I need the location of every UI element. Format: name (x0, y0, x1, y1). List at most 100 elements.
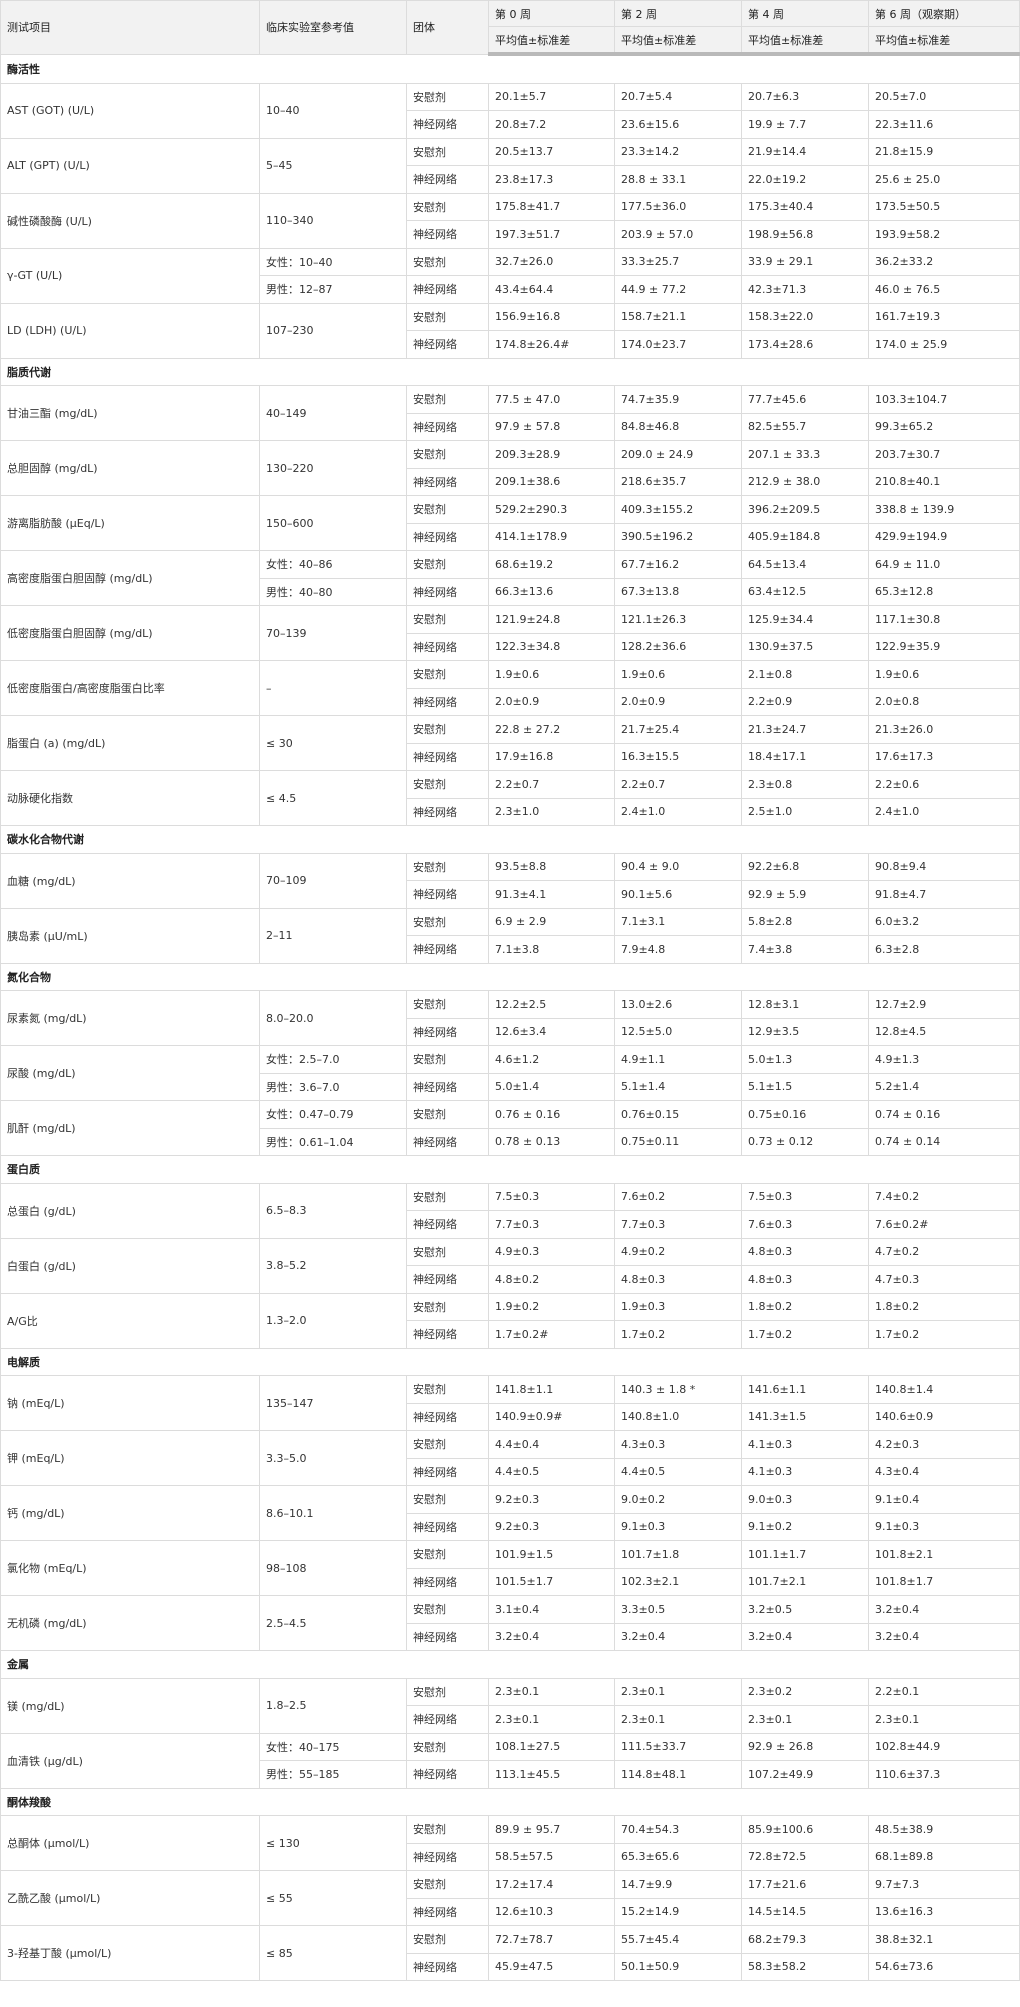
value-cell: 99.3±65.2 (868, 412, 1020, 441)
group-label: 神经网络 (406, 742, 489, 771)
value-cell: 42.3±71.3 (741, 275, 869, 304)
value-cell: 2.3±0.1 (488, 1705, 615, 1734)
reference-range: 107–230 (259, 302, 407, 359)
value-cell: 2.0±0.9 (614, 687, 742, 716)
table-row: 神经网络 23.8±17.3 28.8 ± 33.1 22.0±19.2 25.6 ± … (1, 165, 1020, 194)
section-row: 酮体羧酸 (0, 1787, 1020, 1816)
value-cell: 9.1±0.3 (614, 1512, 742, 1541)
value-cell: 175.8±41.7 (488, 192, 615, 221)
value-cell: 54.6±73.6 (868, 1952, 1020, 1981)
table-row: LD (LDH) (U/L) 107–230 安慰剂 156.9±16.8 158.7±… (0, 302, 1020, 359)
value-cell: 1.9±0.6 (868, 660, 1020, 689)
group-label: 安慰剂 (406, 990, 489, 1019)
table-row: 钾 (mEq/L) 3.3–5.0 安慰剂 4.4±0.4 4.3±0.3 4.1±0.3… (0, 1430, 1020, 1486)
value-cell: 1.7±0.2 (741, 1320, 869, 1349)
table-row: 低密度脂蛋白胆固醇 (mg/dL) 70–139 安慰剂 121.9±24.8 121.… (0, 605, 1020, 661)
table-row: 神经网络 58.5±57.5 65.3±65.6 72.8±72.5 68.1±89.8 (1, 1842, 1020, 1871)
value-cell: 17.9±16.8 (488, 742, 615, 771)
test-item-name: 氯化物 (mEq/L) (0, 1540, 260, 1596)
table-row: 神经网络 3.2±0.4 3.2±0.4 3.2±0.4 3.2±0.4 (1, 1622, 1020, 1651)
table-row: 神经网络 20.8±7.2 23.6±15.6 19.9 ± 7.7 22.3±11.6 (1, 110, 1020, 139)
value-cell: 17.7±21.6 (741, 1870, 869, 1899)
value-cell: 2.3±0.1 (868, 1705, 1020, 1734)
table-row: 碱性磷酸酶 (U/L) 110–340 安慰剂 175.8±41.7 177.5±36.… (0, 192, 1020, 249)
table-row: A/G比 1.3–2.0 安慰剂 1.9±0.2 1.9±0.3 1.8±0.2 1.8±0… (0, 1292, 1020, 1349)
reference-range: 150–600 (259, 495, 407, 551)
value-cell: 207.1 ± 33.3 (741, 440, 869, 469)
group-label: 神经网络 (406, 522, 489, 551)
reference-male: 男性：55–185 (259, 1760, 407, 1789)
value-cell: 7.1±3.8 (488, 935, 615, 964)
value-cell: 2.5±1.0 (741, 797, 869, 826)
value-cell: 22.8 ± 27.2 (488, 715, 615, 744)
value-cell: 9.1±0.4 (868, 1485, 1020, 1514)
value-cell: 18.4±17.1 (741, 742, 869, 771)
value-cell: 20.5±7.0 (868, 82, 1020, 111)
test-item-name: 总蛋白 (g/dL) (0, 1182, 260, 1239)
group-label: 安慰剂 (406, 247, 489, 276)
test-item-name: 3-羟基丁酸 (µmol/L) (0, 1925, 260, 1981)
table-row: 神经网络 45.9±47.5 50.1±50.9 58.3±58.2 54.6±73.6 (1, 1952, 1020, 1981)
value-cell: 0.73 ± 0.12 (741, 1127, 869, 1156)
group-label: 神经网络 (406, 577, 489, 606)
value-cell: 1.8±0.2 (741, 1292, 869, 1321)
value-cell: 6.9 ± 2.9 (488, 907, 615, 936)
value-cell: 4.2±0.3 (868, 1430, 1020, 1459)
test-item-name: 钙 (mg/dL) (0, 1485, 260, 1541)
value-cell: 2.0±0.9 (488, 687, 615, 716)
value-cell: 43.4±64.4 (488, 275, 615, 304)
value-cell: 4.3±0.4 (868, 1457, 1020, 1486)
value-cell: 5.1±1.5 (741, 1072, 869, 1101)
group-label: 安慰剂 (406, 1870, 489, 1899)
section-title: 脂质代谢 (0, 357, 1020, 386)
reference-range: 110–340 (259, 192, 407, 249)
value-cell: 209.3±28.9 (488, 440, 615, 469)
reference-range: 70–139 (259, 605, 407, 661)
value-cell: 64.9 ± 11.0 (868, 550, 1020, 579)
value-cell: 2.3±0.1 (488, 1677, 615, 1706)
value-cell: 21.9±14.4 (741, 137, 869, 166)
group-label: 神经网络 (406, 1320, 489, 1349)
group-label: 安慰剂 (406, 660, 489, 689)
table-row: 神经网络 7.7±0.3 7.7±0.3 7.6±0.3 7.6±0.2# (1, 1210, 1020, 1239)
value-cell: 85.9±100.6 (741, 1815, 869, 1844)
value-cell: 3.3±0.5 (614, 1595, 742, 1624)
test-item-name: 高密度脂蛋白胆固醇 (mg/dL) (0, 550, 260, 606)
value-cell: 158.7±21.1 (614, 302, 742, 331)
value-cell: 58.5±57.5 (488, 1842, 615, 1871)
reference-range: – (259, 660, 407, 716)
group-label: 安慰剂 (406, 1595, 489, 1624)
value-cell: 90.8±9.4 (868, 852, 1020, 881)
reference-male: 男性：3.6–7.0 (259, 1072, 407, 1101)
value-cell: 4.1±0.3 (741, 1430, 869, 1459)
value-cell: 9.2±0.3 (488, 1512, 615, 1541)
group-label: 神经网络 (406, 1952, 489, 1981)
header-week-2: 第 2 周 (614, 0, 742, 27)
test-item-name: 乙酰乙酸 (µmol/L) (0, 1870, 260, 1926)
value-cell: 128.2±36.6 (614, 632, 742, 661)
reference-female: 女性：2.5–7.0 (259, 1045, 407, 1074)
value-cell: 175.3±40.4 (741, 192, 869, 221)
value-cell: 66.3±13.6 (488, 577, 615, 606)
value-cell: 5.0±1.3 (741, 1045, 869, 1074)
value-cell: 21.3±26.0 (868, 715, 1020, 744)
table-body: 酶活性 AST (GOT) (U/L) 10–40 安慰剂 20.1±5.7 20.7±5… (0, 53, 1020, 1981)
value-cell: 2.2±0.1 (868, 1677, 1020, 1706)
value-cell: 16.3±15.5 (614, 742, 742, 771)
reference-range: 8.6–10.1 (259, 1485, 407, 1541)
value-cell: 141.3±1.5 (741, 1402, 869, 1431)
value-cell: 3.2±0.5 (741, 1595, 869, 1624)
table-row: 氯化物 (mEq/L) 98–108 安慰剂 101.9±1.5 101.7±1.8 10… (0, 1540, 1020, 1596)
test-item-name: 钾 (mEq/L) (0, 1430, 260, 1486)
group-label: 安慰剂 (406, 82, 489, 111)
group-label: 神经网络 (406, 1457, 489, 1486)
section-title: 金属 (0, 1650, 1020, 1679)
value-cell: 7.6±0.2# (868, 1210, 1020, 1239)
table-row: 钙 (mg/dL) 8.6–10.1 安慰剂 9.2±0.3 9.0±0.2 9.0±0.… (0, 1485, 1020, 1541)
section-row: 蛋白质 (0, 1155, 1020, 1184)
subheader-row: 平均值±标准差 平均值±标准差 平均值±标准差 平均值±标准差 (1, 26, 1020, 56)
value-cell: 63.4±12.5 (741, 577, 869, 606)
table-row: 胰岛素 (µU/mL) 2–11 安慰剂 6.9 ± 2.9 7.1±3.1 5.8±2.… (0, 907, 1020, 964)
group-label: 安慰剂 (406, 1430, 489, 1459)
value-cell: 101.9±1.5 (488, 1540, 615, 1569)
